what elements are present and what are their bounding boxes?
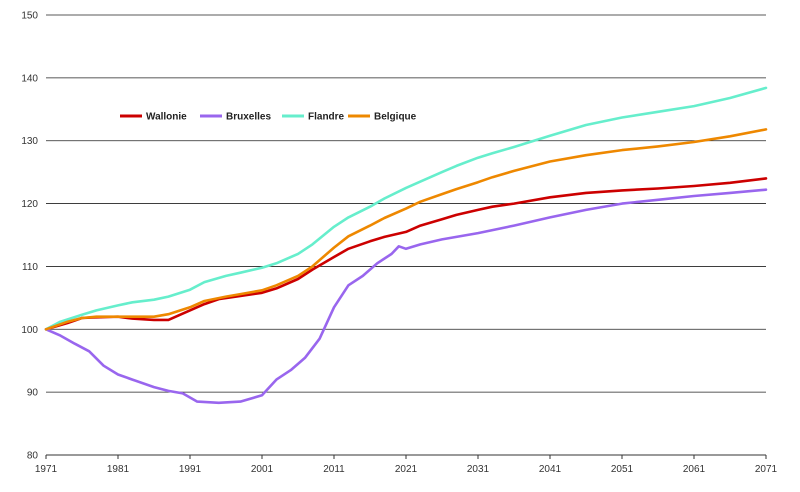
x-tick-label: 1991 [179, 464, 202, 475]
x-tick-label: 2021 [395, 464, 418, 475]
series-line-bruxelles [44, 188, 768, 405]
series-lines [44, 86, 768, 405]
x-tick-label: 1981 [107, 464, 130, 475]
y-tick-label: 80 [27, 451, 39, 462]
series-line-wallonie [44, 177, 768, 331]
series-line-flandre [44, 86, 768, 331]
grid-lines [46, 14, 766, 393]
y-tick-label: 120 [21, 199, 38, 210]
y-axis-tick-labels: 80 90 100 110 120 130 140 150 [21, 11, 38, 462]
legend-label-bruxelles: Bruxelles [226, 112, 271, 123]
legend: Wallonie Bruxelles Flandre Belgique [120, 112, 417, 123]
legend-label-belgique: Belgique [374, 112, 417, 123]
y-tick-label: 130 [21, 136, 38, 147]
y-tick-label: 100 [21, 325, 38, 336]
x-tick-label: 2031 [467, 464, 490, 475]
x-tick-label: 1971 [35, 464, 58, 475]
x-tick-label: 2071 [755, 464, 778, 475]
x-axis-tick-labels: 1971 1981 1991 2001 2011 2021 2031 2041 2051 2061… [35, 464, 778, 475]
x-tick-label: 2011 [323, 464, 345, 475]
series-line-belgique [44, 128, 768, 331]
legend-label-wallonie: Wallonie [146, 112, 187, 123]
legend-label-flandre: Flandre [308, 112, 345, 123]
y-tick-label: 140 [21, 73, 38, 84]
x-tick-label: 2051 [611, 464, 634, 475]
y-tick-label: 90 [27, 388, 39, 399]
x-tick-label: 2001 [251, 464, 274, 475]
x-tick-label: 2041 [539, 464, 562, 475]
y-tick-label: 110 [22, 262, 38, 273]
y-tick-label: 150 [21, 11, 38, 22]
tick-marks [45, 455, 767, 459]
x-tick-label: 2061 [683, 464, 706, 475]
